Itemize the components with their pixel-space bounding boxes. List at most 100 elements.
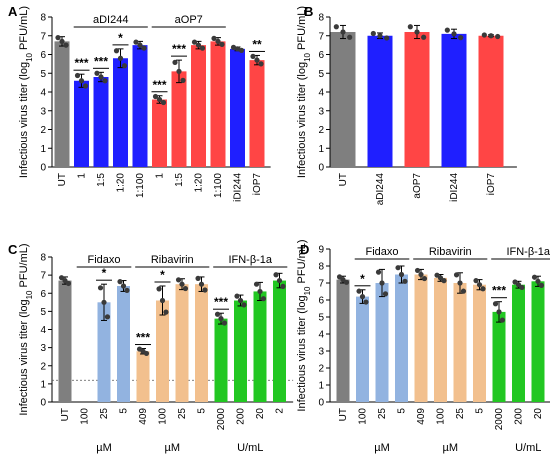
x-tick-label: 5 bbox=[475, 408, 486, 414]
data-point bbox=[221, 320, 228, 326]
data-point bbox=[97, 285, 104, 291]
x-tick-label: 1 bbox=[155, 173, 166, 179]
y-tick-label: 7 bbox=[40, 271, 46, 282]
y-tick-label: 8 bbox=[40, 253, 46, 264]
data-point bbox=[531, 274, 538, 280]
data-point bbox=[156, 286, 162, 292]
y-tick-label: 5 bbox=[318, 69, 324, 80]
y-tick-label: 4 bbox=[318, 88, 324, 99]
x-tick-label: iOP7 bbox=[486, 173, 497, 196]
data-point bbox=[156, 96, 163, 103]
panel-letter: A bbox=[8, 4, 18, 19]
significance-marker: *** bbox=[74, 56, 88, 70]
significance-marker: ** bbox=[252, 37, 262, 51]
x-tick-label: iDI244 bbox=[233, 173, 244, 202]
y-tick-label: 1 bbox=[40, 379, 46, 390]
data-point bbox=[172, 59, 178, 65]
data-point bbox=[124, 287, 130, 293]
y-tick-label: 7 bbox=[318, 279, 324, 290]
data-point bbox=[384, 35, 390, 41]
bar bbox=[58, 280, 72, 402]
data-point bbox=[159, 297, 166, 304]
bar bbox=[195, 284, 208, 402]
bar bbox=[191, 45, 206, 167]
x-tick-label: 1:100 bbox=[213, 173, 224, 198]
y-tick-label: 4 bbox=[318, 330, 324, 341]
data-point bbox=[58, 275, 65, 281]
x-tick-label: 200 bbox=[514, 408, 525, 425]
data-point bbox=[273, 272, 279, 278]
data-point bbox=[421, 275, 428, 282]
x-tick-label: UT bbox=[338, 408, 349, 421]
x-tick-label: UT bbox=[60, 408, 71, 421]
x-tick-label: 100 bbox=[358, 408, 369, 425]
y-tick-label: 4 bbox=[40, 88, 46, 99]
group-label: Fidaxo bbox=[87, 254, 120, 266]
significance-marker: * bbox=[160, 268, 165, 282]
x-tick-label: 20 bbox=[533, 408, 544, 420]
data-point bbox=[418, 271, 424, 278]
data-point bbox=[180, 77, 186, 83]
data-point bbox=[59, 38, 65, 44]
data-point bbox=[62, 277, 68, 284]
x-tick-label: 100 bbox=[80, 408, 91, 425]
data-point bbox=[254, 57, 260, 63]
y-tick-label: 6 bbox=[40, 289, 46, 300]
bar bbox=[356, 296, 369, 402]
significance-marker: *** bbox=[152, 78, 166, 92]
bar bbox=[512, 284, 525, 402]
y-tick-label: 3 bbox=[318, 106, 324, 117]
bar bbox=[210, 41, 226, 167]
panel-letter: D bbox=[300, 242, 309, 257]
bar bbox=[175, 284, 189, 402]
y-tick-label: 8 bbox=[40, 13, 46, 24]
bar bbox=[336, 279, 350, 402]
bar bbox=[230, 48, 245, 167]
data-point bbox=[276, 277, 283, 284]
data-point bbox=[234, 46, 241, 52]
y-tick-label: 8 bbox=[318, 13, 324, 24]
data-point bbox=[253, 281, 260, 287]
bar bbox=[492, 311, 506, 402]
data-point bbox=[414, 267, 421, 274]
x-tick-label: 2000 bbox=[494, 408, 505, 431]
data-point bbox=[488, 33, 494, 39]
data-point bbox=[55, 35, 61, 41]
y-tick-label: 2 bbox=[40, 361, 46, 372]
bar bbox=[97, 302, 111, 402]
x-tick-label: 25 bbox=[177, 408, 188, 420]
group-label: Fidaxo bbox=[365, 246, 398, 258]
data-point bbox=[473, 278, 479, 284]
data-point bbox=[120, 283, 127, 289]
bar bbox=[132, 45, 148, 167]
data-point bbox=[218, 316, 224, 322]
bar bbox=[136, 351, 150, 402]
data-point bbox=[238, 47, 245, 53]
bar bbox=[214, 318, 228, 402]
x-tick-label: 5 bbox=[197, 408, 208, 414]
data-point bbox=[230, 44, 237, 50]
group-label: aOP7 bbox=[175, 14, 203, 26]
data-point bbox=[257, 288, 263, 295]
x-tick-label: 409 bbox=[138, 408, 149, 425]
bar bbox=[113, 58, 128, 167]
y-tick-label: 3 bbox=[40, 343, 46, 354]
data-point bbox=[237, 297, 244, 304]
y-tick-label: 0 bbox=[318, 163, 324, 174]
data-point bbox=[375, 269, 382, 275]
group-label: aDI244 bbox=[93, 14, 128, 26]
significance-marker: *** bbox=[136, 331, 150, 345]
data-point bbox=[437, 275, 444, 281]
data-point bbox=[258, 61, 264, 67]
data-point bbox=[82, 83, 89, 89]
panel-letter: C bbox=[8, 242, 18, 257]
data-point bbox=[453, 272, 460, 278]
data-point bbox=[402, 278, 408, 284]
data-point bbox=[407, 24, 413, 30]
y-tick-label: 5 bbox=[318, 313, 324, 324]
bar bbox=[375, 283, 389, 402]
x-tick-label: 1:20 bbox=[116, 173, 127, 193]
x-tick-label: 1:5 bbox=[174, 173, 185, 187]
